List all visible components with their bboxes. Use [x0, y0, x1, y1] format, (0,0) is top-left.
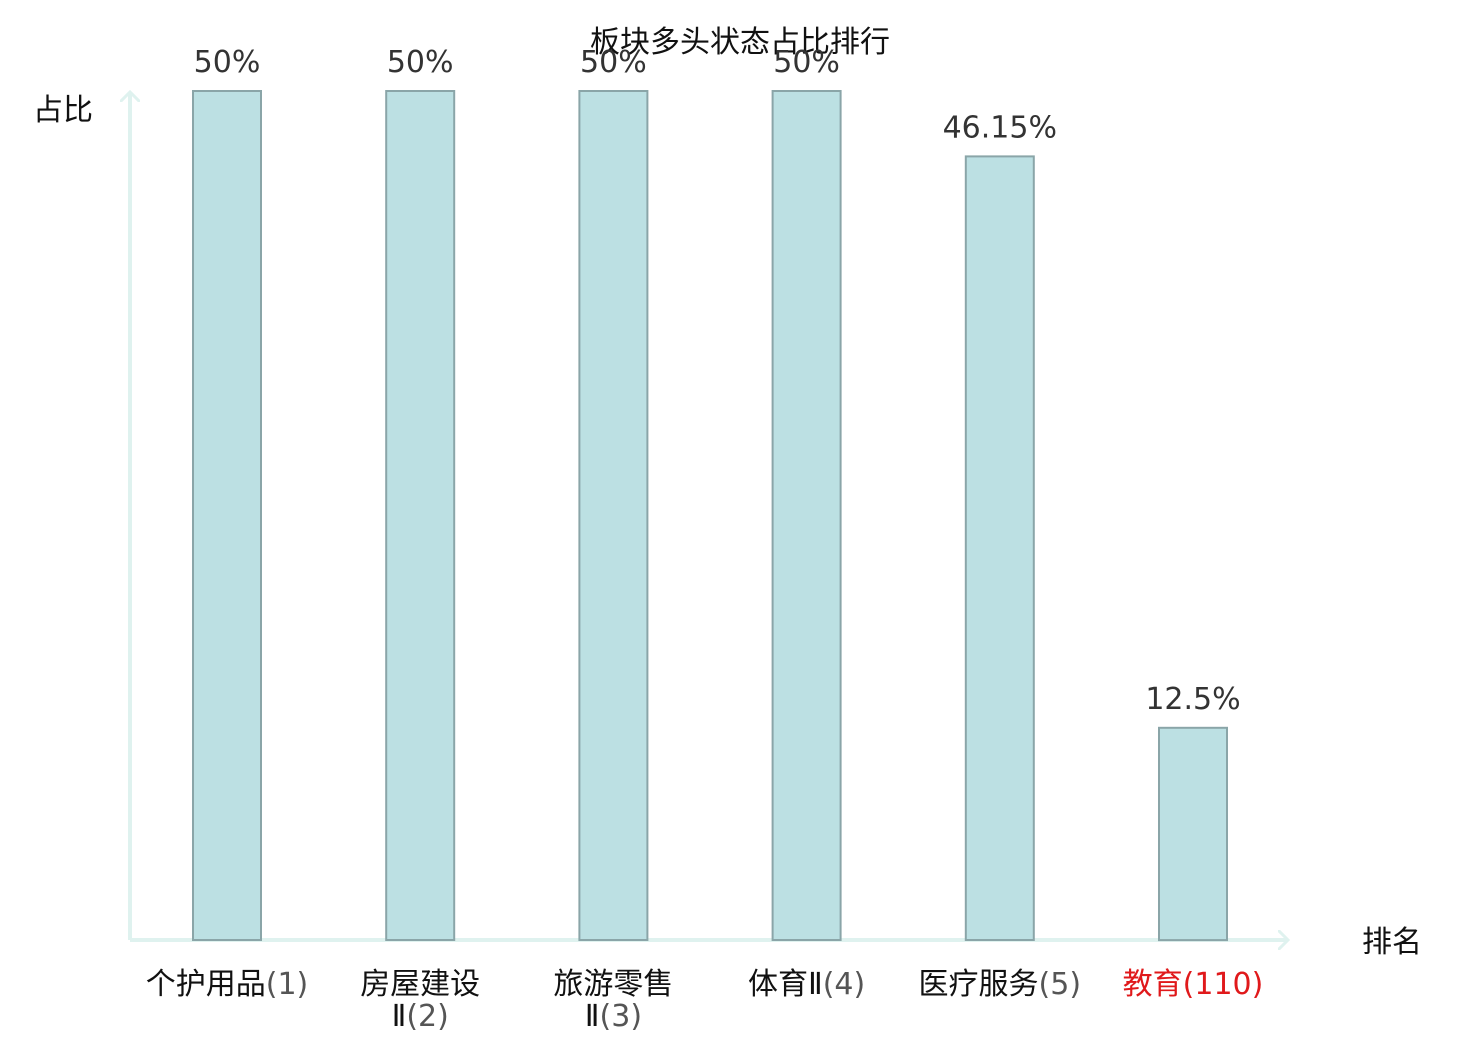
value-label: 46.15% — [943, 110, 1057, 145]
value-labels: 50% 50% 50% 50% 46.15% 12.5% — [194, 45, 1241, 717]
value-label: 50% — [194, 45, 261, 80]
value-label: 50% — [387, 45, 454, 80]
category-rank: (5) — [1039, 967, 1082, 1002]
bars — [192, 90, 1228, 942]
bar — [578, 90, 649, 941]
category-label-line: 医疗服务(5) — [919, 967, 1082, 1002]
category-name: Ⅱ — [392, 999, 407, 1034]
category-name: 教育 — [1123, 967, 1183, 1002]
category-label-line: 个护用品(1) — [146, 967, 309, 1002]
bar — [385, 90, 456, 941]
value-label: 12.5% — [1145, 682, 1240, 717]
bar — [192, 90, 262, 941]
category-label: 教育(110) — [1123, 967, 1264, 1002]
category-label: 个护用品(1) — [146, 967, 309, 1002]
y-axis-label: 占比 — [33, 93, 93, 128]
category-rank: (1) — [266, 967, 309, 1002]
category-name: 个护用品 — [146, 967, 266, 1002]
category-name: 体育Ⅱ — [748, 967, 823, 1002]
category-rank: (110) — [1183, 967, 1264, 1002]
value-label: 50% — [773, 45, 840, 80]
axes — [130, 92, 1288, 940]
category-name: 房屋建设 — [360, 967, 480, 1002]
category-label-line: 房屋建设 — [360, 967, 480, 1002]
category-name: 旅游零售 — [553, 967, 673, 1002]
bar — [1158, 726, 1228, 942]
category-rank: (3) — [600, 999, 643, 1034]
category-label: 体育Ⅱ(4) — [748, 967, 865, 1002]
chart-title: 板块多头状态占比排行 — [590, 25, 890, 60]
category-label-line: 旅游零售 — [553, 967, 673, 1002]
value-label: 50% — [580, 45, 647, 80]
category-name: Ⅱ — [585, 999, 600, 1034]
category-label-line: 体育Ⅱ(4) — [748, 967, 865, 1002]
category-label-line: Ⅱ(3) — [585, 999, 642, 1034]
category-rank: (2) — [406, 999, 449, 1034]
category-name: 医疗服务 — [919, 967, 1039, 1002]
category-label-line: 教育(110) — [1123, 967, 1264, 1002]
x-axis-label: 排名 — [1362, 925, 1422, 960]
bar — [771, 90, 842, 941]
category-label-line: Ⅱ(2) — [392, 999, 449, 1034]
bar — [964, 155, 1035, 941]
category-rank: (4) — [823, 967, 866, 1002]
category-label: 医疗服务(5) — [919, 967, 1082, 1002]
